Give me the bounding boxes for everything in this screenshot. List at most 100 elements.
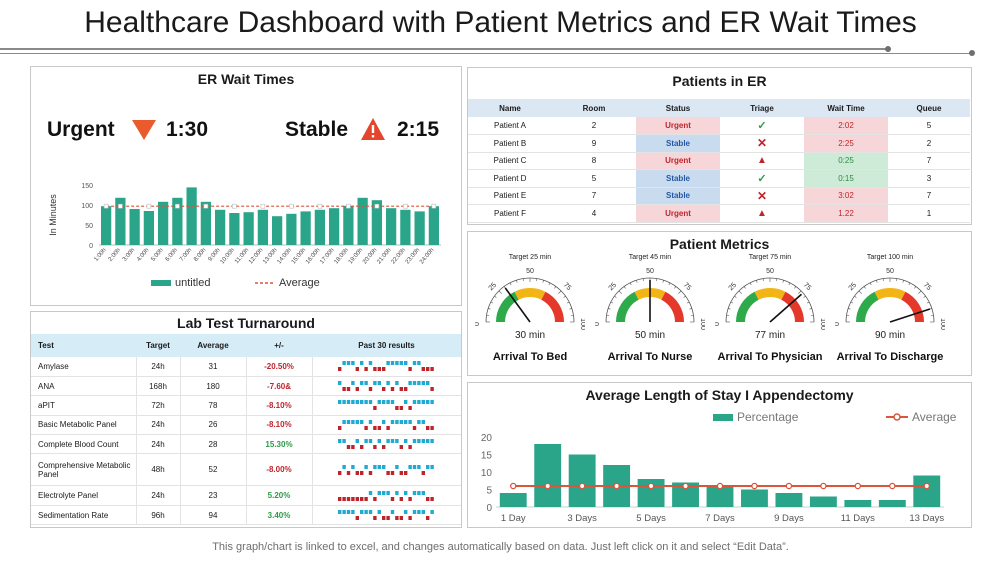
er-chart-xtick: 2:00h	[108, 247, 122, 262]
gauge-tick-label: 75	[922, 282, 933, 293]
gauge-needle	[504, 287, 531, 323]
lab-cell-test: Complete Blood Count	[31, 434, 137, 455]
sparkline-mark	[377, 381, 381, 386]
page-title: Healthcare Dashboard with Patient Metric…	[84, 6, 917, 39]
sparkline-mark	[421, 510, 425, 515]
urgent-down-arrow-icon	[132, 120, 156, 140]
los-chart-bar	[499, 493, 527, 507]
gauge-tick	[908, 282, 911, 286]
er-chart-bar	[371, 200, 383, 245]
los-chart-bar	[913, 475, 941, 507]
gauge-tick	[490, 301, 494, 304]
er-chart-average-marker	[374, 203, 380, 209]
sparkline-mark	[408, 445, 412, 450]
sparkline-mark	[381, 445, 386, 450]
sparkline-mark	[399, 419, 403, 424]
sparkline-mark	[430, 510, 434, 515]
gauge-tick-label: 75	[802, 282, 813, 293]
sparkline-mark	[394, 490, 399, 495]
sparkline-mark	[412, 510, 416, 515]
sparkline-mark	[377, 490, 381, 495]
lab-cell-diff: -8.10%	[246, 395, 313, 416]
sparkline-mark	[368, 490, 372, 495]
er-chart-xtick: 15:00h	[291, 247, 307, 265]
los-chart-xtick: 13 Days	[909, 513, 944, 524]
lab-cell-target: 24h	[136, 415, 181, 436]
er-table-row: Patient F 4 Urgent ▲ 1.22 1	[468, 204, 970, 223]
legend-swatch-percentage	[713, 413, 733, 421]
er-chart-average-marker	[403, 203, 408, 209]
sparkline-mark	[403, 439, 408, 444]
lab-test-title: Lab Test Turnaround	[177, 315, 315, 331]
gauge-tick	[494, 295, 497, 298]
length-of-stay-panel: Average Length of Stay I Appendectomy Pe…	[467, 382, 972, 528]
er-chart-average-marker	[289, 203, 294, 209]
gauge-tick	[734, 295, 737, 298]
gauge-tick	[848, 308, 851, 310]
sparkline-mark	[386, 425, 390, 430]
patients-in-er-table: Name Room Status Triage Wait Time Queue …	[468, 99, 970, 223]
sparkline	[337, 419, 434, 430]
er-chart-bar	[328, 208, 340, 245]
lab-col-past-results: Past 30 results	[312, 334, 461, 357]
er-col-triage: Triage	[720, 99, 804, 117]
sparkline-mark	[355, 516, 359, 521]
er-table-row: Patient E 7 Stable ✕ 3:02 7	[468, 187, 970, 205]
er-cell-triage: ✕	[720, 134, 804, 153]
gauge-dial: 0 25 50 75 100	[475, 268, 585, 330]
er-chart-average-marker	[346, 203, 351, 209]
los-chart-xtick: 1 Day	[501, 513, 526, 524]
sparkline-mark	[430, 367, 434, 372]
sparkline-mark	[364, 439, 368, 444]
sparkline-mark	[350, 361, 355, 366]
sparkline-mark	[421, 419, 425, 424]
er-chart-bar	[100, 206, 112, 245]
er-cell-name: Patient C	[468, 152, 552, 170]
er-cell-status: Stable	[636, 169, 720, 188]
lab-cell-diff: 15.30%	[246, 434, 313, 455]
lab-cell-sparkline	[312, 376, 461, 397]
er-cell-queue: 2	[888, 134, 970, 153]
er-col-name: Name	[468, 99, 552, 117]
sparkline-mark	[394, 439, 399, 444]
lab-cell-test: Electrolyte Panel	[31, 485, 137, 506]
sparkline-mark	[337, 400, 342, 405]
legend-swatch-average	[255, 282, 275, 284]
sparkline-mark	[372, 406, 377, 411]
sparkline-mark	[364, 367, 368, 372]
lab-table-row: Sedimentation Rate 96h 94 3.40%	[31, 505, 461, 526]
sparkline-mark	[425, 516, 430, 521]
gauge-tick	[686, 301, 690, 304]
lab-cell-test: Basic Metabolic Panel	[31, 415, 137, 436]
sparkline-mark	[359, 400, 364, 405]
gauge-tick-label: 100	[939, 318, 945, 330]
sparkline-mark	[425, 381, 430, 386]
gauge-tick	[662, 280, 664, 283]
sparkline-mark	[416, 510, 421, 515]
sparkline-mark	[390, 419, 394, 424]
gauge-tick	[618, 290, 622, 294]
gauge-tick-label: 0	[475, 322, 481, 326]
sparkline-mark	[337, 470, 342, 475]
lab-table-row: Amylase 24h 31 -20.50%	[31, 357, 461, 377]
sparkline-mark	[337, 496, 342, 501]
sparkline-mark	[412, 439, 416, 444]
sparkline-mark	[350, 381, 355, 386]
length-of-stay-title: Average Length of Stay I Appendectomy	[585, 387, 854, 403]
lab-cell-average: 31	[180, 357, 247, 377]
gauge-tick	[608, 308, 611, 310]
lab-table-row: Basic Metabolic Panel 24h 26 -8.10%	[31, 415, 461, 436]
gauge-band	[901, 291, 924, 322]
er-chart-bar	[428, 206, 440, 245]
gauge-tick	[743, 286, 746, 289]
los-chart-xtick: 9 Days	[774, 513, 804, 524]
sparkline-mark	[412, 425, 416, 430]
lab-cell-diff: -20.50%	[246, 357, 313, 377]
sparkline	[337, 361, 434, 372]
patients-in-er-panel: Patients in ER Name Room Status Triage W…	[467, 67, 972, 225]
sparkline-mark	[403, 419, 408, 424]
er-chart-bar	[186, 187, 197, 245]
sparkline-mark	[372, 381, 377, 386]
sparkline-mark	[377, 439, 381, 444]
er-chart-bar	[229, 213, 240, 245]
